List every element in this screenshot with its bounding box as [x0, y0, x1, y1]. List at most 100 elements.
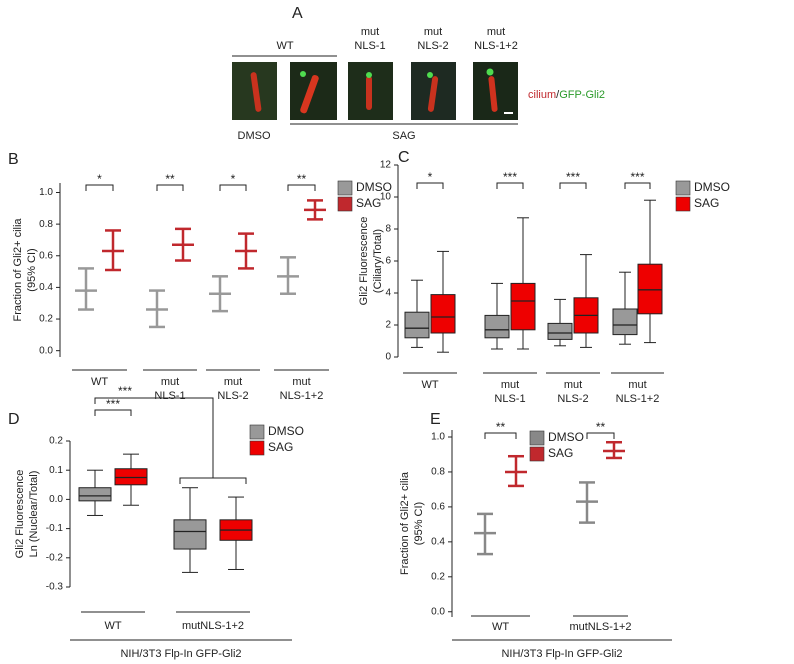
panel-label: E: [430, 411, 441, 428]
sig-bracket: [484, 432, 517, 439]
panel-label: B: [8, 151, 19, 168]
sig-bracket: [287, 184, 316, 191]
legend-swatch: [249, 440, 265, 456]
box: [637, 263, 663, 315]
y-axis-label: (95% CI): [26, 248, 38, 291]
legend-swatch: [337, 196, 353, 212]
x-tick-label: NLS-1+2: [280, 390, 324, 402]
y-tick-label: 10: [380, 192, 392, 203]
legend-label: SAG: [356, 196, 381, 210]
x-tick-label: WT: [492, 621, 509, 633]
x-tick-label: mut: [501, 379, 519, 391]
gli2-spot: [300, 71, 306, 77]
box: [510, 282, 536, 331]
sig-bracket: [219, 184, 247, 191]
sig-bracket: [94, 409, 132, 416]
sig-label: **: [165, 172, 175, 186]
legend-label: DMSO: [694, 180, 730, 194]
panel-label: A: [292, 5, 303, 22]
x-tick-label: mut: [292, 376, 310, 388]
y-tick-label: 12: [380, 160, 392, 171]
sig-label: ***: [106, 397, 120, 411]
sig-bracket: [624, 182, 651, 189]
y-tick-label: 0.6: [431, 502, 445, 513]
y-tick-label: 0.4: [39, 282, 53, 293]
legend-text: cilium: [528, 89, 556, 101]
x-tick-label: WT: [104, 620, 121, 632]
label: DMSO: [238, 130, 271, 142]
y-tick-label: 2: [385, 320, 391, 331]
sig-bracket: [416, 182, 444, 189]
legend-swatch: [337, 180, 353, 196]
gli2-spot: [486, 68, 494, 76]
y-axis-label: Gli2 Fluorescence: [358, 217, 370, 306]
x-tick-label: NLS-1: [494, 393, 525, 405]
sig-label: ***: [566, 170, 580, 184]
y-axis-label: Ln (Nuclear/Total): [28, 471, 40, 558]
sig-label: ***: [630, 170, 644, 184]
sig-bracket: [559, 182, 587, 189]
cilium: [488, 76, 498, 112]
y-tick-label: 1.0: [39, 187, 53, 198]
panel-label: C: [398, 149, 410, 166]
y-axis-label: Gli2 Fluorescence: [14, 470, 26, 559]
x-tick-label: mut: [161, 376, 179, 388]
legend-label: SAG: [268, 440, 293, 454]
y-axis-label: (95% CI): [413, 502, 425, 545]
sig-bracket: [85, 184, 114, 191]
y-tick-label: 0: [385, 352, 391, 363]
x-tick-label: WT: [91, 376, 108, 388]
box: [547, 322, 573, 340]
label: NLS-1+2: [474, 40, 518, 52]
cilium: [300, 75, 319, 114]
legend-label: DMSO: [356, 180, 392, 194]
sig-label: **: [297, 172, 307, 186]
sig-label: ***: [118, 384, 132, 398]
legend-label: DMSO: [268, 424, 304, 438]
box: [173, 519, 207, 550]
x-tick-label: mutNLS-1+2: [569, 621, 631, 633]
sig-label: *: [428, 170, 433, 184]
y-tick-label: 6: [385, 256, 391, 267]
sig-label: **: [596, 420, 606, 434]
cilium: [250, 72, 262, 112]
y-tick-label: 1.0: [431, 432, 445, 443]
x-tick-label: NLS-2: [557, 393, 588, 405]
y-tick-label: 0.4: [431, 536, 445, 547]
y-tick-label: 0.0: [49, 494, 63, 505]
y-axis-label: Fraction of Gli2+ cilia: [399, 471, 411, 575]
micrographs: [232, 62, 518, 120]
y-tick-label: 0.0: [39, 345, 53, 356]
x-tick-label: WT: [421, 379, 438, 391]
x-tick-label: NLS-2: [217, 390, 248, 402]
y-tick-label: -0.1: [46, 523, 64, 534]
y-tick-label: 0.2: [39, 314, 53, 325]
box: [612, 308, 638, 336]
group-bracket: [94, 397, 247, 484]
label: NLS-1: [354, 40, 385, 52]
y-tick-label: -0.3: [46, 582, 64, 593]
legend-swatch: [675, 196, 691, 212]
gli2-spot: [427, 72, 433, 78]
label: mut: [487, 26, 505, 38]
sig-bracket: [496, 182, 524, 189]
sig-label: *: [231, 172, 236, 186]
legend-text: /: [556, 89, 560, 101]
legend-label: SAG: [548, 446, 573, 460]
label: mut: [361, 26, 379, 38]
x-tick-label: NLS-1: [154, 390, 185, 402]
legend-swatch: [249, 424, 265, 440]
y-tick-label: 0.6: [39, 250, 53, 261]
y-tick-label: 0.2: [431, 571, 445, 582]
y-tick-label: 0.1: [49, 465, 63, 476]
legend-swatch: [529, 430, 545, 446]
x-tick-label: mut: [224, 376, 242, 388]
legend-text: GFP-Gli2: [559, 89, 605, 101]
y-axis-label: (Ciliary/Total): [372, 229, 384, 293]
legend-label: SAG: [694, 196, 719, 210]
legend-label: DMSO: [548, 430, 584, 444]
label: mut: [424, 26, 442, 38]
box: [404, 311, 430, 339]
y-tick-label: 0.0: [431, 606, 445, 617]
label: SAG: [392, 130, 415, 142]
